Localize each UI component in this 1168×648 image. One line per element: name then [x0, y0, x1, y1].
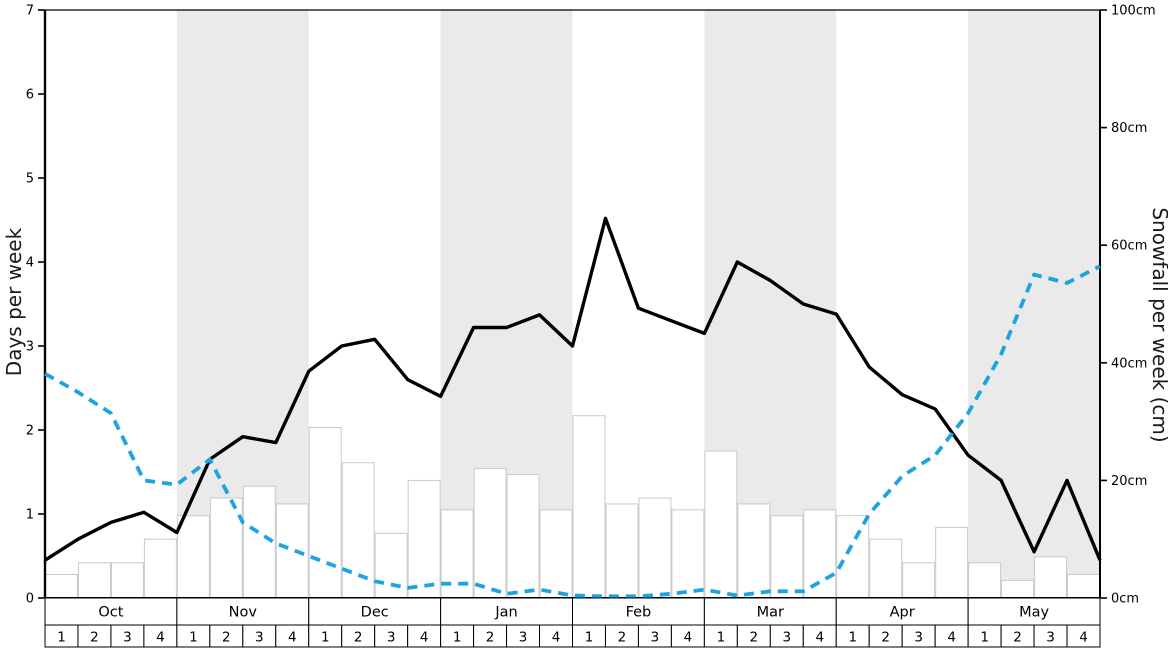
snowfall-bar — [374, 532, 408, 599]
snow-days-solid-line — [44, 216, 1102, 562]
week-number-label: 3 — [783, 630, 792, 646]
month-shading-group — [176, 10, 1100, 598]
week-number-label: 1 — [189, 630, 198, 646]
right-axis-tick-label: 80cm — [1111, 121, 1147, 136]
week-number-label: 4 — [420, 630, 429, 646]
snowfall-bar — [341, 462, 375, 599]
snowfall-bar — [869, 538, 903, 599]
snowfall-bar — [572, 415, 606, 599]
snowfall-bar — [110, 562, 144, 599]
week-number-label: 2 — [618, 630, 627, 646]
week-number-label: 4 — [1079, 630, 1088, 646]
week-number-label: 3 — [255, 630, 264, 646]
week-number-label: 3 — [1046, 630, 1055, 646]
week-number-label: 2 — [354, 630, 363, 646]
left-axis-tick-label: 0 — [26, 592, 34, 607]
month-cell — [835, 597, 969, 626]
snowfall-bar — [473, 468, 507, 599]
right-axis-tick-label: 60cm — [1111, 239, 1147, 254]
snowfall-bar — [1001, 579, 1035, 599]
month-band-may — [968, 10, 1100, 598]
week-number-label: 4 — [288, 630, 297, 646]
left-axis-title: Days per week — [2, 227, 26, 376]
week-number-label: 3 — [914, 630, 923, 646]
week-cell — [1066, 624, 1101, 648]
left-axis-tick-label: 2 — [26, 424, 34, 439]
month-label: Nov — [229, 605, 258, 621]
snowfall-bars-group — [45, 415, 1101, 599]
right-axis-tick-label: 20cm — [1111, 474, 1147, 489]
right-axis-tick-label: 100cm — [1111, 4, 1156, 19]
left-axis-tick-label: 4 — [26, 256, 34, 271]
week-number-label: 2 — [1013, 630, 1022, 646]
week-number-label: 1 — [453, 630, 462, 646]
week-number-label: 2 — [750, 630, 759, 646]
month-label: Apr — [890, 605, 915, 621]
snowfall-bar — [770, 515, 804, 599]
week-number-label: 2 — [486, 630, 495, 646]
month-label: May — [1019, 605, 1049, 621]
left-axis-tick-label: 5 — [26, 172, 34, 187]
lines-group — [44, 216, 1102, 599]
snowfall-bar — [638, 497, 672, 599]
week-number-label: 1 — [585, 630, 594, 646]
snowfall-bar — [968, 562, 1002, 599]
left-axis-tick-label: 7 — [26, 4, 34, 19]
week-number-label: 4 — [947, 630, 956, 646]
month-label: Oct — [98, 605, 123, 621]
snowfall-bar — [176, 515, 210, 599]
week-number-label: 4 — [815, 630, 824, 646]
week-number-label: 3 — [651, 630, 660, 646]
tick-labels-group: 0 1 2 3 4 5 6 7 0cm 20cm 40cm 60cm 80cm 100cm — [26, 4, 1156, 607]
snowfall-bar — [209, 497, 243, 599]
rain-days-dashed-line — [44, 264, 1101, 599]
snowfall-bar — [407, 479, 441, 599]
week-number-label: 2 — [90, 630, 99, 646]
month-week-table: Oct Nov Dec Jan Feb Mar Apr May 1 2 3 4 1 2 3 4 1 2 3 4 1 2 3 4… — [44, 597, 1101, 648]
snowfall-bar — [308, 426, 342, 599]
snowfall-bar — [1034, 556, 1068, 599]
week-number-label: 3 — [123, 630, 132, 646]
week-number-label: 4 — [552, 630, 561, 646]
snowfall-bar — [605, 503, 639, 599]
snowfall-bar — [1067, 573, 1101, 599]
month-label: Dec — [361, 605, 389, 621]
snowfall-bar — [935, 526, 969, 599]
snowfall-bar — [506, 474, 540, 599]
left-axis-tick-label: 1 — [26, 508, 34, 523]
snowfall-bar — [275, 503, 309, 599]
snowfall-bar — [45, 573, 78, 599]
month-label: Mar — [757, 605, 784, 621]
left-axis-tick-label: 6 — [26, 88, 34, 103]
week-number-label: 3 — [519, 630, 528, 646]
week-number-label: 1 — [717, 630, 726, 646]
snowfall-bar — [737, 503, 771, 599]
snowfall-bar — [77, 562, 111, 599]
snowfall-bar — [803, 509, 837, 599]
month-label: Feb — [626, 605, 652, 621]
week-number-label: 2 — [881, 630, 890, 646]
week-number-label: 1 — [848, 630, 857, 646]
snowfall-bar — [836, 515, 870, 599]
week-number-label: 4 — [156, 630, 165, 646]
week-number-label: 1 — [980, 630, 989, 646]
week-number-label: 1 — [321, 630, 330, 646]
left-axis-tick-label: 3 — [26, 340, 34, 355]
snowfall-bar — [143, 538, 177, 599]
right-axis-tick-label: 0cm — [1111, 592, 1139, 607]
right-axis-title: Snowfall per week (cm) — [1148, 207, 1168, 442]
snowfall-bar — [539, 509, 573, 599]
snowfall-bar — [902, 562, 936, 599]
week-number-label: 3 — [387, 630, 396, 646]
snowfall-bar — [671, 509, 705, 599]
week-number-label: 2 — [222, 630, 231, 646]
right-axis-tick-label: 40cm — [1111, 356, 1147, 371]
week-number-label: 1 — [57, 630, 66, 646]
month-label: Jan — [494, 605, 517, 621]
snowfall-bar — [704, 450, 738, 599]
week-number-label: 4 — [684, 630, 693, 646]
